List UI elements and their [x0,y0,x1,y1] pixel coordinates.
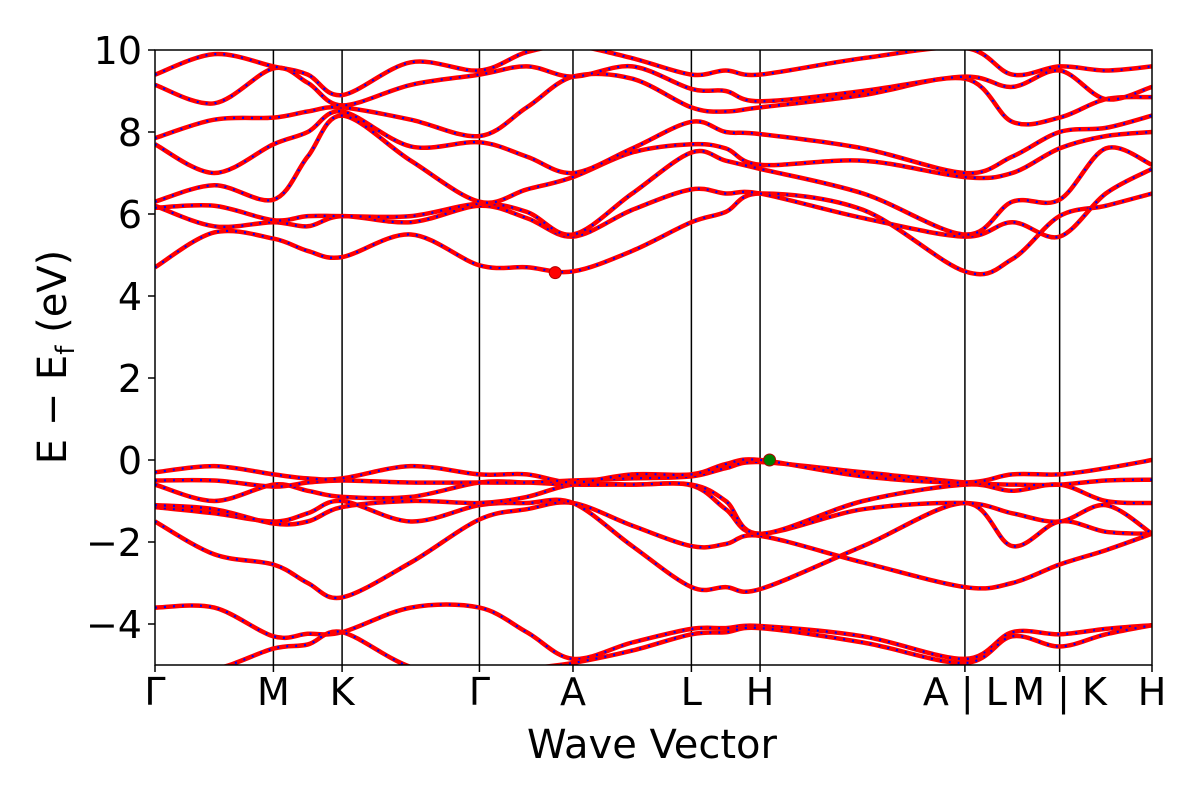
band-line-blue-3 [155,501,1152,600]
band-line-blue-1 [155,603,1152,661]
y-axis-label: E − Ef (eV) [30,250,81,465]
x-tick-label: H [1138,670,1167,714]
x-tick-label: Γ [469,670,490,714]
valence-band-maximum-marker [763,453,777,467]
x-tick-label: Γ [144,670,165,714]
y-tick-label: −4 [86,603,142,647]
y-tick-label: 2 [118,357,142,401]
y-tick-label: 6 [118,193,142,237]
x-tick-label: A [560,670,586,714]
band-line-blue-8 [155,458,1152,484]
y-axis-label-main: E − E [30,355,76,465]
y-tick-label: 0 [118,439,142,483]
band-line-red-10 [155,166,1152,240]
x-tick-label: M | K [1012,670,1108,715]
x-axis-label: Wave Vector [527,722,778,768]
x-tick-label: K [330,670,356,714]
band-line-red-4 [155,497,1152,594]
band-line-red-12 [155,113,1152,205]
x-tick-label: H [746,670,775,714]
band-line-red-2 [221,622,1152,665]
y-axis-ticks: −4 −2 0 2 4 6 8 10 [86,29,155,647]
band-line-red-13 [155,109,1152,176]
x-tick-label: M [257,670,290,714]
axes-frame [154,49,1153,666]
band-line-red-14 [155,71,1152,141]
band-line-red-16 [155,50,1152,98]
conduction-band-minimum-marker [548,266,562,280]
y-tick-label: −2 [86,521,142,565]
x-tick-label: A | L [923,670,1007,715]
band-line-red-9 [155,191,1152,277]
band-line-red-11 [155,145,1152,237]
y-tick-label: 10 [94,29,142,73]
band-line-red-1 [155,602,1152,662]
plot-area [155,50,1152,665]
band-line-red-6 [155,479,1152,537]
y-axis-label-subscript: f [51,345,81,355]
band-line-blue-9 [155,192,1152,276]
y-axis-label-unit: (eV) [30,250,76,346]
y-tick-label: 8 [118,111,142,155]
y-tick-label: 4 [118,275,142,319]
x-tick-label: L [681,670,702,714]
band-line-blue-15 [155,65,1152,107]
band-line-blue-7 [155,460,1152,488]
